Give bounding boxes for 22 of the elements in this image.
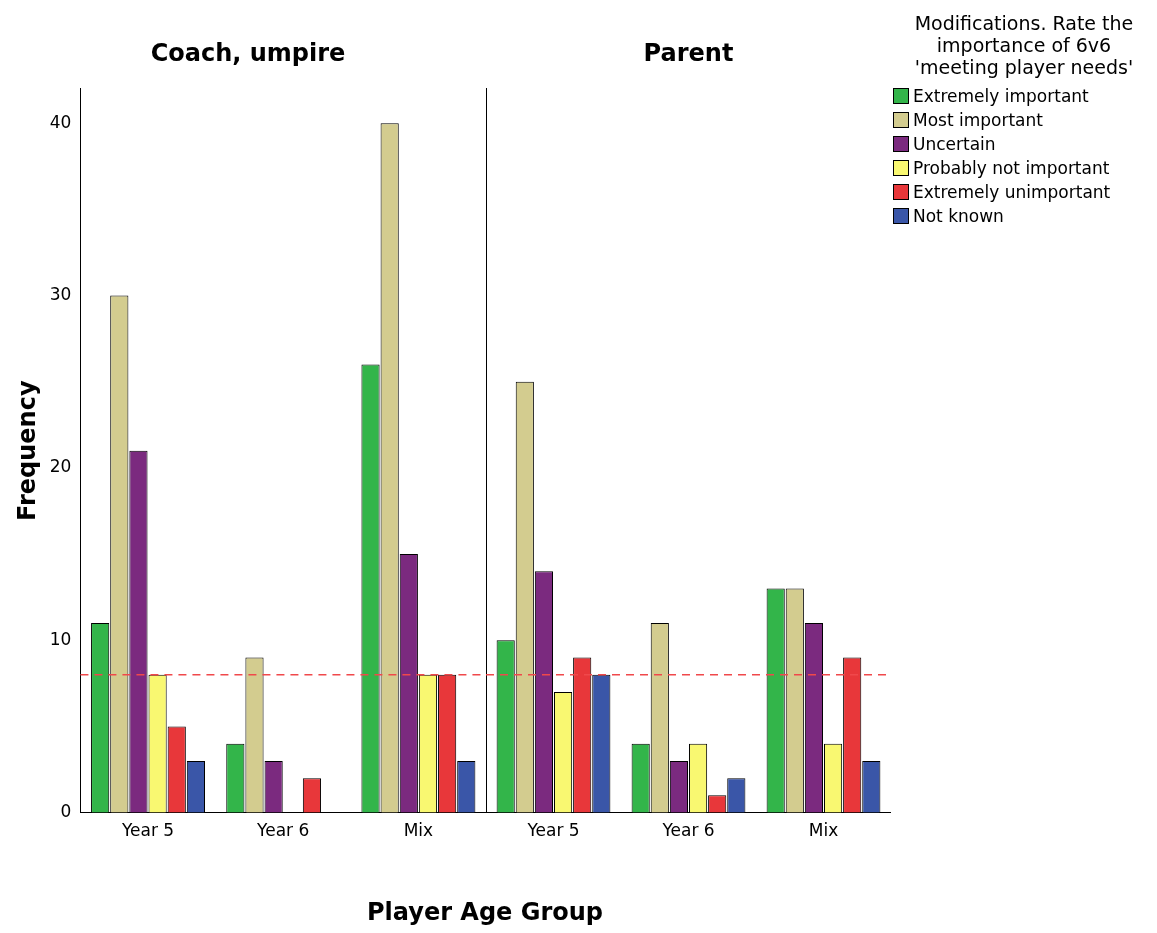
- y-tick-label: 20: [49, 456, 72, 477]
- legend-label: Extremely important: [913, 86, 1089, 106]
- y-tick-label: 10: [49, 628, 72, 649]
- x-tick-label: Year 5: [526, 820, 580, 841]
- chart-title: Coach, umpire: [150, 38, 346, 67]
- legend-label: Most important: [913, 110, 1043, 130]
- legend-label: Extremely unimportant: [913, 182, 1111, 202]
- y-tick-label: 40: [49, 111, 72, 132]
- x-tick-label: Year 6: [661, 820, 715, 841]
- x-tick-label: Year 5: [120, 820, 175, 841]
- x-axis-title: Player Age Group: [365, 898, 605, 926]
- x-tick-label: Year 6: [256, 820, 310, 841]
- x-tick-label: Mix: [403, 820, 434, 841]
- legend-label: Probably not important: [913, 158, 1110, 178]
- chart-title: Parent: [643, 38, 734, 67]
- legend-title: Modifications. Rate the importance of 6v6 'meeting player needs': [913, 12, 1135, 78]
- y-tick-label: 30: [49, 284, 72, 305]
- y-tick-label: 0: [60, 801, 72, 822]
- y-axis-title: Frequency: [12, 380, 41, 521]
- legend-label: Uncertain: [913, 134, 996, 154]
- legend-label: Not known: [913, 206, 1004, 226]
- x-tick-label: Mix: [808, 820, 839, 841]
